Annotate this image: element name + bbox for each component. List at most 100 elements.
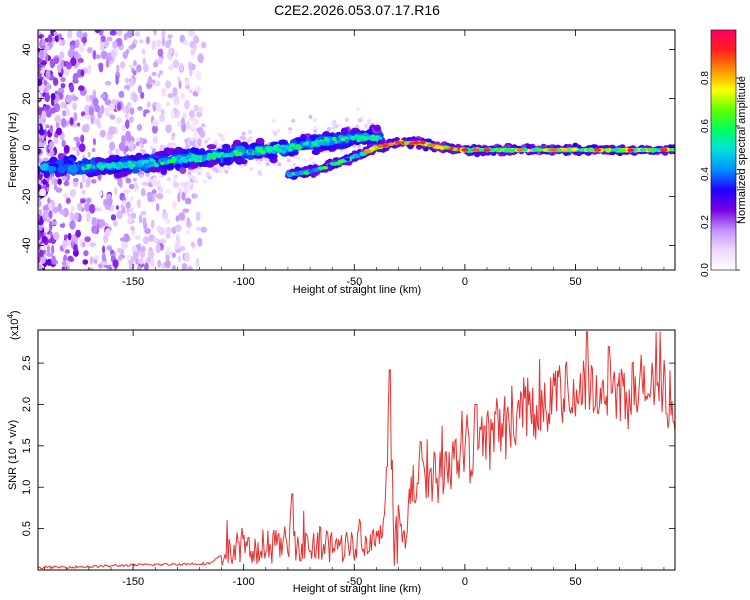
noise-blob — [206, 171, 211, 176]
main-track-blob — [46, 165, 57, 172]
rising-track-core — [647, 148, 654, 152]
main-track-blob — [278, 139, 289, 146]
spectrogram-y-tick-label: 40 — [21, 43, 33, 55]
noise-blob — [45, 124, 50, 129]
noise-blob — [71, 96, 79, 101]
noise-blob — [165, 188, 172, 194]
noise-blob — [157, 72, 161, 78]
noise-blob — [147, 250, 155, 258]
noise-blob — [194, 38, 200, 43]
noise-blob — [175, 234, 180, 243]
main-track-core — [193, 154, 199, 159]
rising-track-core — [294, 171, 301, 176]
rising-track-core — [377, 144, 384, 148]
rising-track-core — [369, 146, 376, 151]
noise-blob — [73, 244, 78, 253]
noise-blob — [165, 218, 170, 225]
spectrogram-x-tick-label: 0 — [462, 276, 468, 288]
main-track-core — [281, 146, 287, 151]
noise-blob — [38, 255, 41, 264]
noise-blob — [159, 238, 167, 244]
rising-track-peak — [483, 148, 491, 152]
noise-blob — [157, 48, 164, 57]
noise-blob — [41, 110, 47, 120]
noise-blob — [364, 123, 368, 128]
noise-blob — [43, 79, 48, 86]
main-track-core — [276, 148, 282, 153]
snr-y-tick-label: 0.5 — [21, 521, 33, 536]
noise-blob — [115, 205, 119, 210]
main-track-core — [100, 164, 106, 169]
main-track-core — [206, 152, 212, 157]
noise-blob — [80, 198, 86, 204]
main-track-blob — [129, 154, 136, 160]
noise-blob — [43, 209, 49, 219]
noise-blob — [172, 59, 180, 69]
noise-blob — [313, 125, 318, 130]
noise-blob — [61, 266, 66, 270]
rising-track-core — [403, 141, 411, 145]
spectrogram-y-tick-label: 20 — [21, 92, 33, 104]
noise-blob — [128, 183, 135, 190]
noise-blob — [38, 157, 42, 164]
noise-blob — [62, 176, 68, 181]
noise-blob — [125, 145, 129, 152]
noise-blob — [46, 216, 51, 224]
noise-blob — [91, 216, 97, 227]
colorbar-label: Normalized spectral amplitude — [736, 76, 748, 224]
noise-blob — [105, 55, 113, 60]
noise-blob — [239, 164, 244, 169]
noise-blob — [115, 30, 123, 37]
main-track-core — [356, 138, 362, 143]
noise-blob — [93, 255, 99, 260]
noise-blob — [61, 117, 67, 128]
noise-blob — [116, 101, 122, 112]
noise-blob — [51, 220, 57, 226]
noise-blob — [57, 178, 62, 185]
noise-blob — [48, 145, 53, 151]
noise-blob — [46, 151, 53, 157]
noise-blob — [46, 244, 50, 255]
rising-track-core — [419, 140, 426, 145]
rising-track-core — [639, 148, 647, 152]
noise-blob — [121, 134, 126, 144]
noise-blob — [92, 138, 96, 146]
noise-blob — [147, 75, 153, 86]
snr-x-ticks: -150 -100 -50 0 50 — [44, 330, 665, 588]
noise-blob — [78, 85, 85, 92]
noise-blob — [92, 49, 97, 60]
noise-blob — [151, 79, 156, 84]
noise-blob — [44, 226, 49, 233]
snr-x-tick-label: -100 — [233, 576, 255, 588]
noise-blob — [87, 151, 91, 158]
main-track-blob — [154, 151, 164, 157]
snr-y-tick-label: 1.5 — [21, 438, 33, 453]
noise-blob — [121, 239, 128, 250]
main-track-blob — [232, 154, 243, 162]
noise-blob — [343, 150, 348, 155]
rising-track-core — [303, 171, 310, 175]
noise-blob — [110, 49, 117, 59]
noise-blob — [151, 39, 157, 50]
noise-blob — [81, 124, 88, 133]
noise-blob — [258, 171, 263, 176]
main-track-core — [316, 141, 322, 146]
noise-blob — [78, 143, 86, 153]
noise-blob — [104, 80, 112, 86]
main-track-core — [148, 161, 154, 166]
noise-blob — [133, 187, 138, 192]
noise-blob — [173, 174, 178, 179]
noise-blob — [199, 130, 205, 138]
noise-blob — [117, 176, 123, 187]
noise-blob — [38, 243, 41, 251]
noise-blob — [123, 84, 131, 90]
noise-blob — [142, 216, 147, 227]
noise-blob — [95, 54, 101, 59]
spectrogram-x-tick-label: 50 — [569, 276, 581, 288]
main-track-core — [344, 139, 350, 143]
noise-blob — [126, 30, 133, 39]
noise-blob — [62, 239, 67, 250]
noise-blob — [106, 133, 113, 141]
spectrogram-y-label: Frequency (Hz) — [7, 112, 19, 188]
noise-blob — [91, 179, 97, 184]
